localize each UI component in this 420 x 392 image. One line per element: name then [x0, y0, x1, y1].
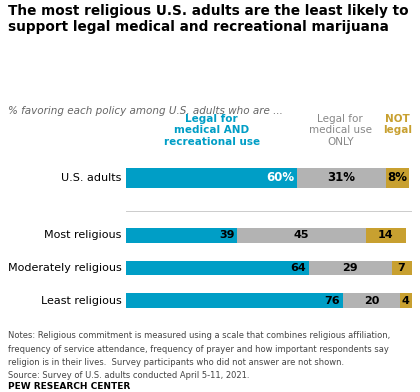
- Text: Notes: Religious commitment is measured using a scale that combines religious af: Notes: Religious commitment is measured …: [8, 331, 391, 340]
- Text: 7: 7: [398, 263, 405, 273]
- Text: 60%: 60%: [266, 171, 294, 184]
- Text: Moderately religious: Moderately religious: [8, 263, 122, 273]
- Text: U.S. adults: U.S. adults: [61, 173, 122, 183]
- Text: Source: Survey of U.S. adults conducted April 5-11, 2021.: Source: Survey of U.S. adults conducted …: [8, 371, 250, 380]
- Bar: [366, 228, 406, 243]
- Bar: [391, 261, 412, 275]
- Bar: [126, 168, 297, 188]
- Text: 8%: 8%: [387, 171, 407, 184]
- Text: 4: 4: [402, 296, 410, 306]
- Bar: [126, 228, 237, 243]
- Text: PEW RESEARCH CENTER: PEW RESEARCH CENTER: [8, 382, 131, 391]
- Text: Legal for
medical use
ONLY: Legal for medical use ONLY: [309, 114, 372, 147]
- Bar: [297, 168, 386, 188]
- Text: religion is in their lives.  Survey participants who did not answer are not show: religion is in their lives. Survey parti…: [8, 358, 344, 367]
- Text: 45: 45: [294, 230, 310, 240]
- Text: 39: 39: [219, 230, 234, 240]
- Text: frequency of service attendance, frequency of prayer and how important responden: frequency of service attendance, frequen…: [8, 345, 389, 354]
- Text: 20: 20: [364, 296, 379, 306]
- Text: 31%: 31%: [328, 171, 356, 184]
- Text: Least religious: Least religious: [41, 296, 122, 306]
- Text: 29: 29: [342, 263, 358, 273]
- Text: 76: 76: [325, 296, 340, 306]
- Text: The most religious U.S. adults are the least likely to
support legal medical and: The most religious U.S. adults are the l…: [8, 4, 409, 34]
- Text: % favoring each policy among U.S. adults who are ...: % favoring each policy among U.S. adults…: [8, 106, 283, 116]
- Bar: [386, 168, 409, 188]
- Bar: [126, 293, 343, 308]
- Text: Legal for
medical AND
recreational use: Legal for medical AND recreational use: [164, 114, 260, 147]
- Text: 64: 64: [290, 263, 306, 273]
- Bar: [343, 293, 400, 308]
- Bar: [126, 261, 309, 275]
- Text: Most religious: Most religious: [45, 230, 122, 240]
- Bar: [237, 228, 366, 243]
- Bar: [400, 293, 412, 308]
- Bar: [309, 261, 391, 275]
- Text: NOT
legal: NOT legal: [383, 114, 412, 135]
- Text: 14: 14: [378, 230, 394, 240]
